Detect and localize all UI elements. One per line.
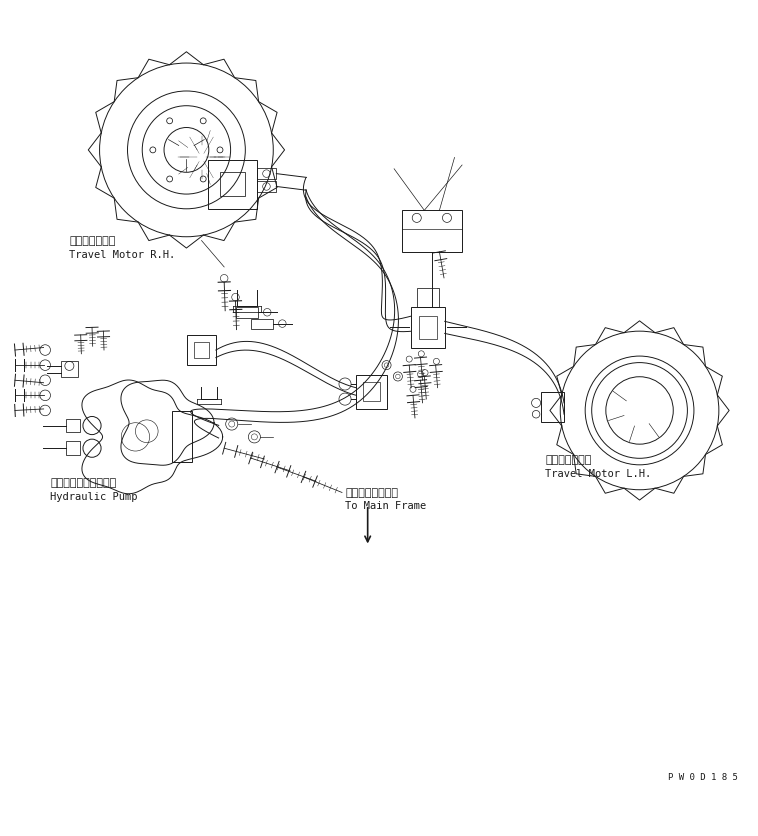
Text: P W 0 D 1 8 5: P W 0 D 1 8 5 xyxy=(668,773,738,782)
Text: ハイドロリックポンプ: ハイドロリックポンプ xyxy=(51,478,117,488)
Circle shape xyxy=(592,363,688,458)
Bar xyxy=(251,319,274,329)
Bar xyxy=(67,419,80,432)
Bar xyxy=(402,211,462,252)
Text: 走行モータ　右: 走行モータ 右 xyxy=(70,237,116,247)
Bar xyxy=(418,316,437,339)
Bar xyxy=(67,441,80,455)
Bar xyxy=(193,342,209,359)
Bar xyxy=(236,307,258,318)
Text: Travel Motor L.H.: Travel Motor L.H. xyxy=(545,469,651,479)
Bar xyxy=(61,360,77,377)
Text: To Main Frame: To Main Frame xyxy=(345,502,426,512)
Text: 走行モータ　左: 走行モータ 左 xyxy=(545,456,591,466)
Bar xyxy=(258,168,276,179)
Bar xyxy=(187,335,216,365)
Bar xyxy=(411,307,445,348)
Bar xyxy=(356,375,387,409)
Text: Hydraulic Pump: Hydraulic Pump xyxy=(51,492,138,502)
Bar xyxy=(208,160,258,209)
Text: メインフレームへ: メインフレームへ xyxy=(345,487,398,497)
Bar xyxy=(172,411,192,462)
Bar xyxy=(221,172,245,196)
Text: Travel Motor R.H.: Travel Motor R.H. xyxy=(70,250,176,260)
Bar xyxy=(541,391,564,422)
Bar xyxy=(417,288,440,307)
Bar xyxy=(258,181,276,191)
Bar xyxy=(363,382,380,401)
